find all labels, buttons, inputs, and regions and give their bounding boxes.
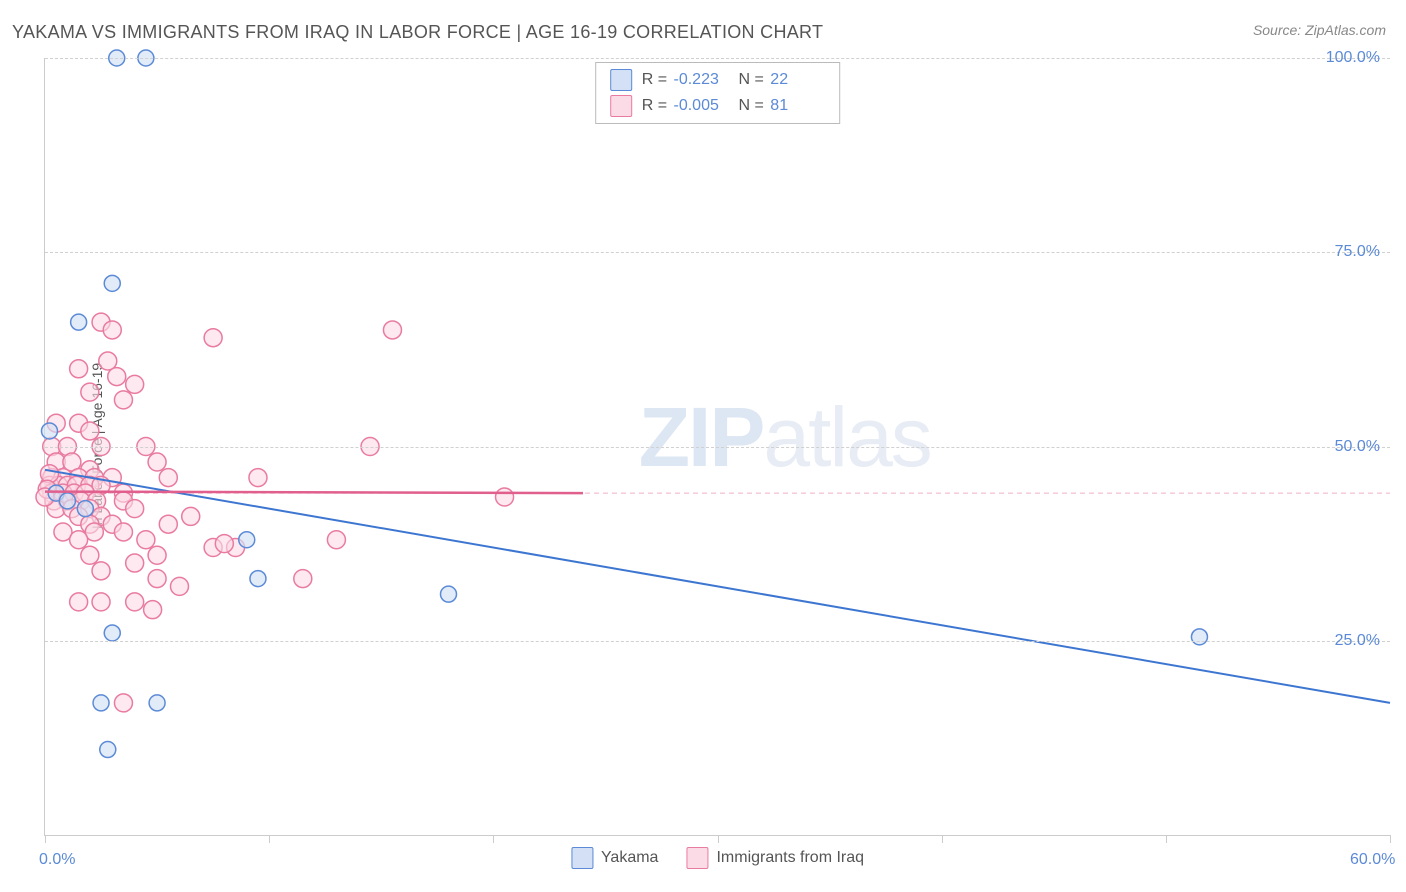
data-point-iraq <box>144 601 162 619</box>
data-point-iraq <box>126 593 144 611</box>
data-point-yakama <box>239 532 255 548</box>
legend-item-iraq: Immigrants from Iraq <box>686 847 864 869</box>
data-point-iraq <box>92 562 110 580</box>
data-point-yakama <box>104 275 120 291</box>
data-point-yakama <box>71 314 87 330</box>
data-point-yakama <box>104 625 120 641</box>
series-legend: Yakama Immigrants from Iraq <box>571 847 864 869</box>
data-point-iraq <box>70 360 88 378</box>
data-point-iraq <box>383 321 401 339</box>
data-point-iraq <box>327 531 345 549</box>
swatch-pink-icon <box>686 847 708 869</box>
data-point-iraq <box>108 368 126 386</box>
data-point-iraq <box>148 570 166 588</box>
data-point-iraq <box>126 375 144 393</box>
data-point-iraq <box>70 531 88 549</box>
data-point-iraq <box>294 570 312 588</box>
data-point-iraq <box>81 546 99 564</box>
legend-label-yakama: Yakama <box>601 849 659 867</box>
data-point-yakama <box>77 501 93 517</box>
data-point-iraq <box>81 383 99 401</box>
x-tick-label: 60.0% <box>1350 851 1395 869</box>
data-point-iraq <box>114 523 132 541</box>
y-tick-label: 50.0% <box>1331 438 1380 456</box>
chart-title: YAKAMA VS IMMIGRANTS FROM IRAQ IN LABOR … <box>12 22 823 43</box>
data-point-yakama <box>250 571 266 587</box>
data-point-yakama <box>100 742 116 758</box>
legend-row-yakama: R = -0.223 N = 22 <box>596 67 840 93</box>
swatch-blue <box>610 69 632 91</box>
data-point-yakama <box>59 493 75 509</box>
data-point-iraq <box>159 515 177 533</box>
data-point-iraq <box>70 593 88 611</box>
data-point-iraq <box>126 500 144 518</box>
n-value-yakama: 22 <box>770 71 825 89</box>
legend-item-yakama: Yakama <box>571 847 659 869</box>
x-tick-label: 0.0% <box>39 851 75 869</box>
legend-label-iraq: Immigrants from Iraq <box>716 849 864 867</box>
y-tick-label: 25.0% <box>1331 632 1380 650</box>
data-point-iraq <box>114 391 132 409</box>
data-point-iraq <box>126 554 144 572</box>
data-point-iraq <box>148 546 166 564</box>
n-value-iraq: 81 <box>770 97 825 115</box>
y-tick-label: 75.0% <box>1331 243 1380 261</box>
data-point-yakama <box>1191 629 1207 645</box>
data-point-iraq <box>496 488 514 506</box>
data-point-iraq <box>171 577 189 595</box>
r-value-yakama: -0.223 <box>674 71 729 89</box>
data-point-iraq <box>215 535 233 553</box>
data-point-iraq <box>148 453 166 471</box>
data-point-iraq <box>159 469 177 487</box>
data-point-iraq <box>204 329 222 347</box>
data-point-yakama <box>93 695 109 711</box>
trend-line-iraq <box>45 492 583 494</box>
data-point-yakama <box>41 423 57 439</box>
y-tick-label: 100.0% <box>1322 49 1380 67</box>
data-point-iraq <box>137 531 155 549</box>
data-point-yakama <box>441 586 457 602</box>
r-value-iraq: -0.005 <box>674 97 729 115</box>
data-point-iraq <box>81 422 99 440</box>
data-point-iraq <box>114 694 132 712</box>
data-point-yakama <box>149 695 165 711</box>
data-point-iraq <box>182 507 200 525</box>
data-point-iraq <box>249 469 267 487</box>
swatch-pink <box>610 95 632 117</box>
chart-plot-area: ZIPatlas R = -0.223 N = 22 R = -0.005 N … <box>44 58 1390 836</box>
data-point-iraq <box>92 593 110 611</box>
swatch-blue-icon <box>571 847 593 869</box>
trend-line-yakama <box>45 470 1390 703</box>
source-attribution: Source: ZipAtlas.com <box>1253 22 1386 38</box>
correlation-legend: R = -0.223 N = 22 R = -0.005 N = 81 <box>595 62 841 124</box>
data-point-iraq <box>103 321 121 339</box>
legend-row-iraq: R = -0.005 N = 81 <box>596 93 840 119</box>
